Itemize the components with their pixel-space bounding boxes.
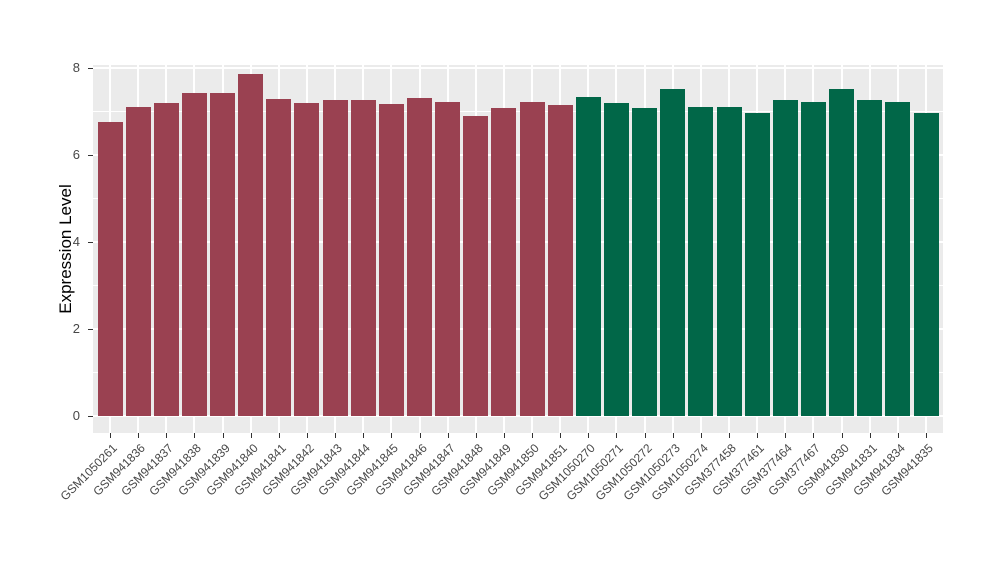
y-tick-mark <box>88 68 93 69</box>
bar <box>435 102 461 416</box>
bar <box>294 103 320 416</box>
plot-panel <box>93 65 943 433</box>
x-tick-mark <box>560 433 562 438</box>
bar <box>238 74 264 416</box>
x-tick-mark <box>841 433 843 438</box>
bar <box>603 102 629 416</box>
bar <box>125 107 151 416</box>
x-tick-mark <box>616 433 618 438</box>
bar <box>800 102 826 416</box>
gridline-minor <box>93 111 943 112</box>
bar <box>913 113 939 416</box>
bar <box>744 113 770 416</box>
x-tick-mark <box>700 433 702 438</box>
gridline-minor <box>93 285 943 286</box>
y-tick-mark <box>88 329 93 330</box>
x-tick-mark <box>785 433 787 438</box>
x-tick-mark <box>926 433 927 438</box>
bar <box>660 89 686 416</box>
bar <box>350 100 376 416</box>
x-tick-mark <box>166 433 168 438</box>
x-tick-mark <box>250 433 252 438</box>
bar <box>688 107 714 416</box>
bar <box>772 100 798 416</box>
x-tick-mark <box>729 433 731 438</box>
gridline-major <box>93 415 943 417</box>
bar <box>181 93 207 416</box>
gridline-minor <box>93 198 943 199</box>
bar <box>407 97 433 416</box>
y-tick-label: 0 <box>72 408 80 423</box>
bar <box>210 93 236 416</box>
y-tick-mark <box>88 242 93 243</box>
bar <box>885 101 911 416</box>
x-tick-mark <box>306 433 308 438</box>
bar <box>829 88 855 416</box>
y-tick-mark <box>88 416 93 417</box>
x-tick-mark <box>138 433 140 438</box>
gridline-major <box>93 67 943 69</box>
x-tick-mark <box>532 433 534 438</box>
x-tick-mark <box>503 433 505 438</box>
y-tick-label: 8 <box>72 60 80 75</box>
x-tick-mark <box>391 433 393 438</box>
x-tick-mark <box>278 433 280 438</box>
y-tick-label: 4 <box>72 234 80 249</box>
y-tick-mark <box>88 155 93 156</box>
bar <box>266 98 292 416</box>
bar <box>153 103 179 416</box>
bar <box>632 107 658 416</box>
x-tick-mark <box>813 433 815 438</box>
bar <box>378 104 404 416</box>
gridline-major <box>93 328 943 330</box>
bar <box>463 115 489 416</box>
bar <box>716 107 742 416</box>
x-tick-mark <box>194 433 196 438</box>
x-tick-mark <box>672 433 674 438</box>
x-tick-mark <box>419 433 421 438</box>
bar <box>857 100 883 416</box>
x-tick-mark <box>335 433 337 438</box>
x-tick-mark <box>447 433 449 438</box>
bar <box>97 121 123 416</box>
gridline-major <box>93 241 943 243</box>
gridline-minor <box>93 372 943 373</box>
x-tick-mark <box>757 433 759 438</box>
x-tick-mark <box>363 433 365 438</box>
x-tick-mark <box>110 433 111 438</box>
gridline-major <box>93 154 943 156</box>
y-tick-label: 2 <box>72 321 80 336</box>
y-tick-label: 6 <box>72 147 80 162</box>
x-tick-mark <box>869 433 871 438</box>
x-tick-mark <box>644 433 646 438</box>
bar <box>547 104 573 416</box>
x-tick-mark <box>588 433 590 438</box>
bar <box>491 108 517 416</box>
x-tick-mark <box>475 433 477 438</box>
bar <box>519 101 545 416</box>
x-tick-mark <box>897 433 899 438</box>
bar <box>575 96 601 416</box>
x-tick-mark <box>222 433 224 438</box>
bar <box>322 100 348 416</box>
